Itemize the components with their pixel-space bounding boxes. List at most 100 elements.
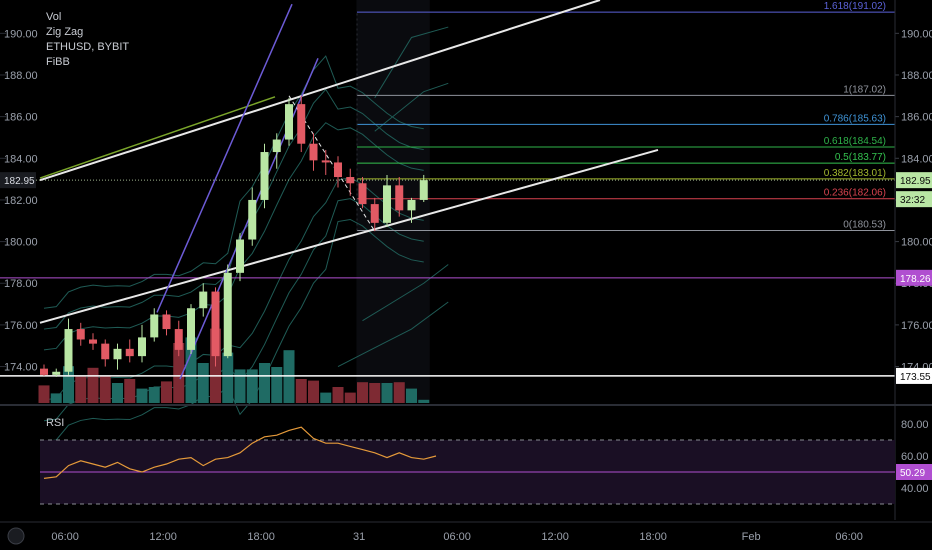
time-tick-label: 12:00 xyxy=(541,531,569,543)
session-highlight xyxy=(356,0,430,403)
candle-body[interactable] xyxy=(419,180,428,200)
candle-countdown-tag-text: 32:32 xyxy=(900,195,925,206)
fibb-band-lower xyxy=(43,218,424,443)
candle-body[interactable] xyxy=(174,329,183,350)
candle-body[interactable] xyxy=(52,371,61,375)
candle-body[interactable] xyxy=(101,343,110,360)
candle-body[interactable] xyxy=(138,337,146,357)
channel-lower-line[interactable] xyxy=(39,148,659,324)
volume-bar xyxy=(332,387,344,403)
candle-body[interactable] xyxy=(285,104,293,140)
candle-body[interactable] xyxy=(162,314,171,330)
purple-line-tag: 178.26 xyxy=(896,269,932,286)
volume-bar xyxy=(161,381,172,403)
candle-body[interactable] xyxy=(321,160,330,163)
channel-upper-line[interactable] xyxy=(39,0,601,182)
volume-bar xyxy=(320,392,332,403)
candle-body[interactable] xyxy=(358,183,367,205)
settings-icon[interactable] xyxy=(7,527,25,545)
white-line-tag: 173.55 xyxy=(896,367,932,384)
candle-body[interactable] xyxy=(76,329,85,340)
price-tick-label: 176.00 xyxy=(901,320,932,332)
candle-body[interactable] xyxy=(187,308,195,350)
candle-body[interactable] xyxy=(199,291,208,309)
volume-bar xyxy=(357,382,368,403)
volume-bar xyxy=(308,380,319,403)
volume-bar xyxy=(381,383,393,403)
legend-item: ETHUSD, BYBIT xyxy=(46,41,129,53)
fib-level-label: 0.786(185.63) xyxy=(824,113,886,124)
fibb-band-lower xyxy=(362,264,449,322)
candle-body[interactable] xyxy=(113,348,122,360)
time-tick-label: 06:00 xyxy=(443,531,471,543)
indicator-legend: Vol Zig Zag ETHUSD, BYBIT FiBB xyxy=(46,11,129,68)
volume-bar xyxy=(38,385,50,403)
volume-bar xyxy=(50,393,62,403)
candle-body[interactable] xyxy=(260,152,269,200)
purple-channel-line-a[interactable] xyxy=(156,3,293,313)
candle-body[interactable] xyxy=(150,314,159,338)
volume-bar xyxy=(136,388,148,403)
volume-bar xyxy=(124,379,136,403)
candle-body[interactable] xyxy=(346,177,355,184)
time-tick-label: Feb xyxy=(742,531,761,543)
drawing-tools xyxy=(39,0,659,380)
fib-retracement: 1.618(191.02) 1(187.02) 0.786(185.63) 0.618… xyxy=(356,1,895,232)
volume-bar xyxy=(148,387,160,403)
candle-body[interactable] xyxy=(395,185,404,211)
fib-level-label: 0.5(183.77) xyxy=(835,152,886,163)
volume-bar xyxy=(99,375,111,403)
time-tick-label: 12:00 xyxy=(149,531,177,543)
price-tick-label-left: 188.00 xyxy=(4,70,38,82)
candle-body[interactable] xyxy=(407,199,416,211)
candle-body[interactable] xyxy=(125,348,134,357)
legend-item: FiBB xyxy=(46,56,70,68)
candle-body[interactable] xyxy=(223,272,232,357)
candle-body[interactable] xyxy=(248,199,257,240)
fib-level-label: 0.618(184.54) xyxy=(824,136,886,147)
rsi-tick-label: 80.00 xyxy=(901,419,929,431)
candle-countdown-tag-bg xyxy=(896,191,932,208)
fib-level-label: 0(180.53) xyxy=(843,220,886,231)
price-tick-label-left: 190.00 xyxy=(4,28,38,40)
candle-countdown-tag: 32:32 xyxy=(896,191,932,208)
candle-body[interactable] xyxy=(236,239,244,273)
rsi-pane: RSI 80.00 60.00 40.00 50.29 xyxy=(40,417,932,505)
volume-bar xyxy=(406,388,417,403)
candle-body[interactable] xyxy=(334,162,342,178)
left-price-tag-text: 182.95 xyxy=(4,176,35,187)
legend-item: Vol xyxy=(46,11,61,23)
price-tick-label-left: 182.00 xyxy=(4,195,38,207)
legend-item: Zig Zag xyxy=(46,26,83,38)
candle-body[interactable] xyxy=(211,291,220,357)
fib-level-label: 0.236(182.06) xyxy=(824,188,886,199)
volume-bar xyxy=(369,383,381,403)
volume-bar xyxy=(295,379,307,403)
volume-bar xyxy=(344,392,356,403)
candle-body[interactable] xyxy=(40,368,48,375)
candle-body[interactable] xyxy=(297,104,306,144)
time-tick-label: 31 xyxy=(353,531,365,543)
fibb-band-upper xyxy=(43,122,424,351)
candles xyxy=(40,95,428,377)
current-price-tag-bg xyxy=(896,172,932,189)
candle-body[interactable] xyxy=(272,139,281,153)
price-tick-label: 184.00 xyxy=(901,153,932,165)
volume-bar xyxy=(87,367,99,403)
candle-body[interactable] xyxy=(383,185,391,223)
candle-body[interactable] xyxy=(89,339,97,344)
olive-trend-line[interactable] xyxy=(39,96,276,179)
candle-body[interactable] xyxy=(64,329,73,372)
volume-bar xyxy=(418,399,430,403)
time-tick-label: 06:00 xyxy=(835,531,863,543)
fib-level-label: 0.382(183.01) xyxy=(824,168,886,179)
price-tick-label-left: 174.00 xyxy=(4,362,38,374)
rsi-line xyxy=(43,426,437,479)
price-tick-label: 188.00 xyxy=(901,70,932,82)
rsi-tick-label: 40.00 xyxy=(901,483,929,495)
candle-body[interactable] xyxy=(309,143,318,161)
price-tick-label-left: 186.00 xyxy=(4,112,38,124)
settings-icon-circle xyxy=(7,527,25,545)
candle-body[interactable] xyxy=(370,204,379,223)
